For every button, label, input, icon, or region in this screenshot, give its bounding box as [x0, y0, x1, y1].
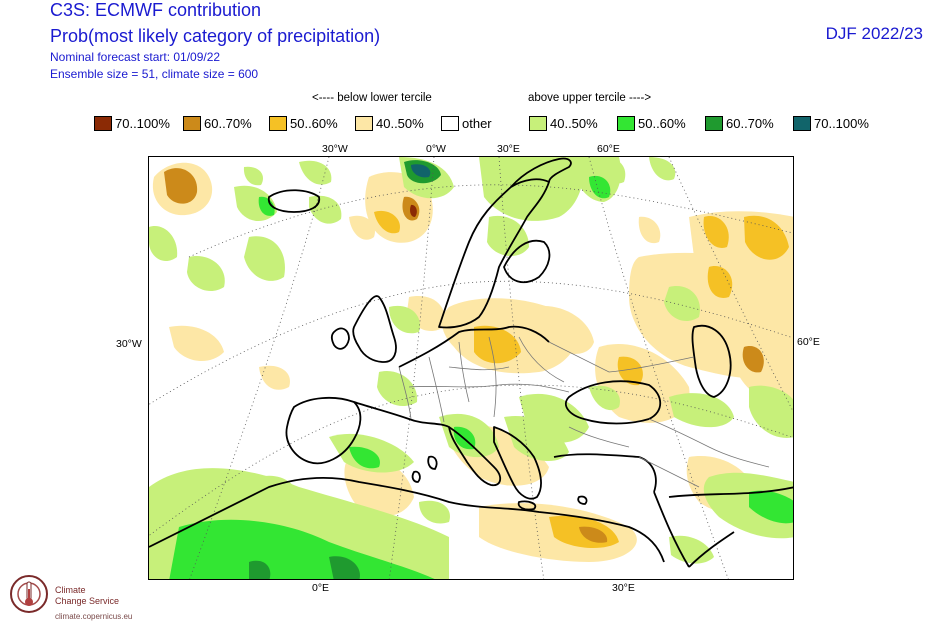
- color-legend: 70..100% 60..70% 50..60% 40..50% other 4…: [94, 116, 879, 131]
- legend-swatch: [793, 116, 811, 131]
- legend-swatch: [269, 116, 287, 131]
- above-tercile-areas: [149, 157, 793, 579]
- lon-label-0w-top: 0°W: [426, 143, 446, 155]
- climate-change-service-logo: [10, 575, 48, 613]
- legend-label: other: [462, 116, 492, 131]
- legend-item-above-70-100: 70..100%: [793, 116, 879, 131]
- legend-swatch: [355, 116, 373, 131]
- legend-label: 50..60%: [638, 116, 686, 131]
- forecast-period: DJF 2022/23: [825, 24, 923, 43]
- legend-label: 70..100%: [814, 116, 869, 131]
- lon-label-30e-bottom: 30°E: [612, 582, 635, 594]
- country-borders: [398, 336, 770, 488]
- legend-item-below-40-50: 40..50%: [355, 116, 441, 131]
- legend-swatch: [183, 116, 201, 131]
- map-canvas: [149, 157, 793, 579]
- org-line2: Change Service: [55, 596, 120, 606]
- legend-swatch: [529, 116, 547, 131]
- forecast-start: Nominal forecast start: 01/09/22: [50, 50, 221, 64]
- legend-item-below-70-100: 70..100%: [94, 116, 183, 131]
- org-name: Climate Change Service: [55, 585, 119, 607]
- legend-swatch: [441, 116, 459, 131]
- coastlines: [149, 157, 793, 568]
- legend-label: 70..100%: [115, 116, 170, 131]
- legend-label: 60..70%: [726, 116, 774, 131]
- lon-label-60e-top: 60°E: [597, 143, 620, 155]
- org-line1: Climate: [55, 585, 86, 595]
- legend-label: 40..50%: [550, 116, 598, 131]
- lat-label-right: 60°E: [797, 336, 820, 348]
- lon-label-0e-bottom: 0°E: [312, 582, 330, 594]
- legend-item-above-60-70: 60..70%: [705, 116, 793, 131]
- legend-swatch: [94, 116, 112, 131]
- legend-item-below-50-60: 50..60%: [269, 116, 355, 131]
- legend-label: 50..60%: [290, 116, 338, 131]
- europe-precipitation-map: [148, 156, 794, 580]
- lon-label-30e-top: 30°E: [497, 143, 520, 155]
- legend-swatch: [617, 116, 635, 131]
- legend-label: 60..70%: [204, 116, 252, 131]
- below-tercile-label: <---- below lower tercile: [312, 92, 432, 104]
- legend-swatch: [705, 116, 723, 131]
- legend-item-above-50-60: 50..60%: [617, 116, 705, 131]
- lat-label-left: 30°W: [116, 338, 142, 350]
- legend-item-below-60-70: 60..70%: [183, 116, 269, 131]
- legend-label: 40..50%: [376, 116, 424, 131]
- map-subtitle: Prob(most likely category of precipitati…: [50, 26, 381, 46]
- legend-item-above-40-50: 40..50%: [529, 116, 617, 131]
- lon-label-30w-top: 30°W: [322, 143, 348, 155]
- legend-item-other: other: [441, 116, 529, 131]
- above-tercile-label: above upper tercile ---->: [528, 92, 652, 104]
- ensemble-size: Ensemble size = 51, climate size = 600: [50, 67, 259, 81]
- org-url[interactable]: climate.copernicus.eu: [55, 612, 133, 621]
- map-title: C3S: ECMWF contribution: [50, 0, 262, 20]
